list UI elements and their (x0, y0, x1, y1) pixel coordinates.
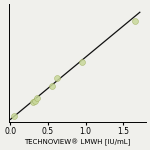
Point (133, 20, 136, 22)
Point (13, 115, 15, 117)
Point (33, 99, 36, 102)
Point (51, 85, 53, 87)
Point (56, 77, 58, 80)
Point (81, 61, 83, 63)
Point (32, 101, 34, 103)
X-axis label: TECHNOVIEW® LMWH [IU/mL]: TECHNOVIEW® LMWH [IU/mL] (24, 138, 131, 146)
Point (36, 97, 38, 99)
